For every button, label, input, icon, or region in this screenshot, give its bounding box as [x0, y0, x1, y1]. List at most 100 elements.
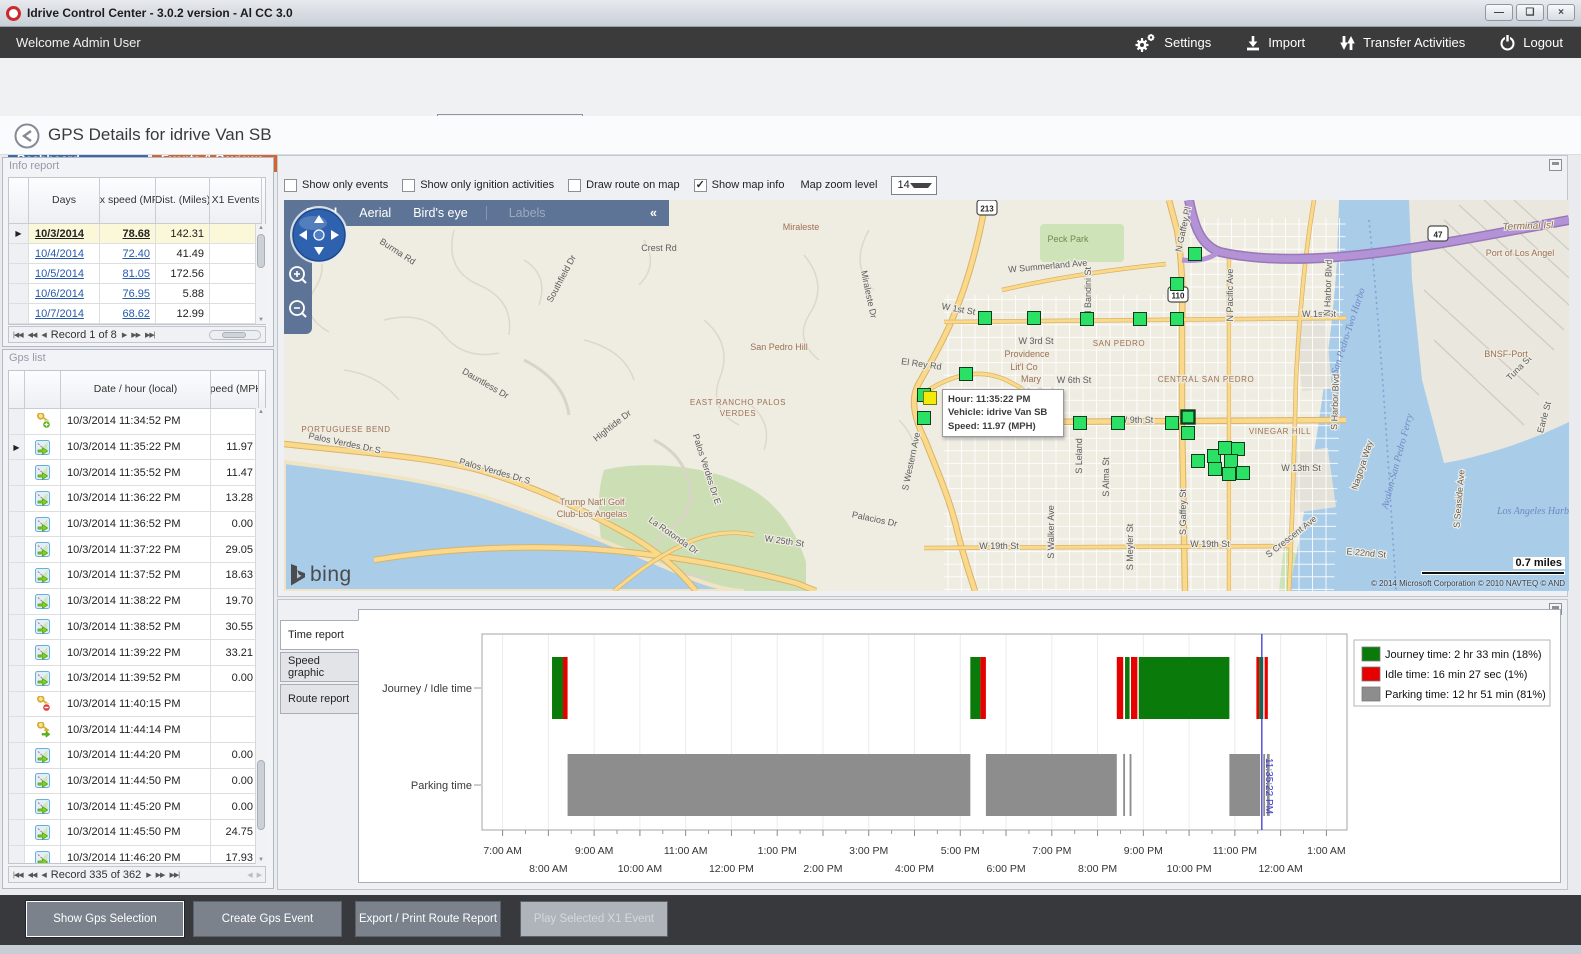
tab-speed-graphic[interactable]: Speed graphic	[280, 652, 359, 682]
checkbox-draw-route-on-map[interactable]: Draw route on map	[568, 178, 680, 192]
pager-first-button[interactable]: |◀◀	[13, 331, 24, 339]
day-link[interactable]: 10/6/2014	[35, 287, 84, 300]
create-gps-event-button[interactable]: Create Gps Event	[193, 901, 342, 937]
tab-route-report[interactable]: Route report	[280, 684, 359, 714]
pager-fast-prev-button[interactable]: ◀◀	[27, 871, 38, 879]
map-marker[interactable]	[1236, 466, 1250, 480]
map-marker-selected[interactable]	[923, 391, 937, 405]
info-report-row[interactable]: 10/5/2014 81.05 172.56	[9, 264, 265, 284]
checkbox-show-only-events[interactable]: Show only events	[284, 178, 388, 192]
pager-first-button[interactable]: |◀◀	[13, 871, 24, 879]
topbar-action-settings[interactable]: Settings	[1134, 33, 1211, 53]
checkbox-show-map-info[interactable]: ✓ Show map info	[693, 178, 784, 192]
map-marker[interactable]	[1188, 247, 1202, 261]
gps-list-row[interactable]: 10/3/2014 11:36:52 PM 0.00	[9, 511, 265, 538]
pan-up-icon[interactable]	[314, 215, 324, 223]
maximize-button[interactable]: ❑	[1516, 4, 1544, 21]
back-button[interactable]	[14, 123, 40, 149]
gps-list-row[interactable]: 10/3/2014 11:38:22 PM 19.70	[9, 588, 265, 615]
export-print-route-report-button[interactable]: Export / Print Route Report	[355, 901, 501, 937]
pager-prev-button[interactable]: ◀	[41, 331, 46, 339]
day-link[interactable]: 10/5/2014	[35, 267, 84, 280]
pager-last-button[interactable]: ▶▶|	[144, 331, 156, 339]
map-marker[interactable]	[1170, 277, 1184, 291]
gps-list-row[interactable]: 10/3/2014 11:44:50 PM 0.00	[9, 768, 265, 795]
map-marker[interactable]	[1181, 426, 1195, 440]
map-style-bird-s-eye[interactable]: Bird's eye	[413, 206, 468, 220]
map-marker[interactable]	[1180, 409, 1196, 425]
close-button[interactable]: ×	[1547, 4, 1575, 21]
gps-list-row[interactable]: 10/3/2014 11:37:22 PM 29.05	[9, 537, 265, 564]
topbar-action-transfer-activities[interactable]: Transfer Activities	[1339, 35, 1465, 51]
pager-prev-button[interactable]: ◀	[41, 871, 46, 879]
day-link[interactable]: 10/4/2014	[35, 247, 84, 260]
map-marker[interactable]	[1027, 311, 1041, 325]
map-marker[interactable]	[1231, 442, 1245, 456]
tab-time-report[interactable]: Time report	[280, 620, 359, 650]
pan-left-icon[interactable]	[299, 230, 307, 240]
gps-list-row[interactable]: 10/3/2014 11:44:14 PM	[9, 717, 265, 743]
gps-list-row[interactable]: 10/3/2014 11:39:22 PM 33.21	[9, 640, 265, 666]
map-style-aerial[interactable]: Aerial	[359, 206, 392, 220]
gps-list-vertical-scrollbar[interactable]: ▲ ▼	[255, 408, 266, 864]
topbar-action-logout[interactable]: Logout	[1499, 34, 1563, 51]
map-marker[interactable]	[1191, 454, 1205, 468]
pan-down-icon[interactable]	[314, 247, 324, 255]
map-style-labels[interactable]: Labels	[508, 206, 546, 220]
gps-list-row[interactable]: 10/3/2014 11:35:52 PM 11.47	[9, 460, 265, 487]
gps-list-row[interactable]: 10/3/2014 11:44:20 PM 0.00	[9, 742, 265, 769]
zoom-in-button[interactable]	[289, 266, 307, 284]
max-speed-link[interactable]: 68.62	[122, 307, 150, 320]
max-speed-link[interactable]: 78.68	[122, 227, 150, 240]
info-report-row[interactable]: ▶ 10/3/2014 78.68 142.31	[9, 224, 265, 244]
map-marker[interactable]	[1111, 416, 1125, 430]
gps-list-row[interactable]: 10/3/2014 11:34:52 PM	[9, 409, 265, 435]
map-marker[interactable]	[1208, 462, 1222, 476]
map-panel-collapse-icon[interactable]	[1549, 159, 1562, 171]
pager-scroll-right-button[interactable]: ▶	[256, 871, 262, 879]
gps-list-row[interactable]: 10/3/2014 11:37:52 PM 18.63	[9, 563, 265, 589]
map-marker[interactable]	[1224, 454, 1238, 468]
info-report-row[interactable]: 10/6/2014 76.95 5.88	[9, 284, 265, 304]
pager-next-button[interactable]: ▶	[121, 331, 127, 339]
map-marker[interactable]	[1133, 312, 1147, 326]
map-marker[interactable]	[917, 411, 931, 425]
max-speed-link[interactable]: 76.95	[122, 287, 150, 300]
pager-last-button[interactable]: ▶▶|	[169, 871, 180, 879]
gps-list-row[interactable]: 10/3/2014 11:45:50 PM 24.75	[9, 820, 265, 846]
map-marker[interactable]	[1218, 441, 1232, 455]
pager-scroll-left-button[interactable]: ◀	[247, 871, 252, 879]
pager-fast-next-button[interactable]: ▶▶	[155, 871, 166, 879]
max-speed-link[interactable]: 81.05	[122, 267, 150, 280]
info-report-row[interactable]: 10/7/2014 68.62 12.99	[9, 304, 265, 324]
gps-list-row[interactable]: 10/3/2014 11:46:20 PM 17.93	[9, 845, 265, 863]
map-marker[interactable]	[959, 367, 973, 381]
gps-list-row[interactable]: 10/3/2014 11:45:20 PM 0.00	[9, 794, 265, 820]
pager-next-button[interactable]: ▶	[146, 871, 151, 879]
gps-list-row[interactable]: 10/3/2014 11:38:52 PM 30.55	[9, 614, 265, 641]
show-gps-selection-button[interactable]: Show Gps Selection	[25, 900, 185, 938]
max-speed-link[interactable]: 72.40	[122, 247, 150, 260]
gps-list-row[interactable]: ▶ 10/3/2014 11:35:22 PM 11.97	[9, 434, 265, 461]
minimize-button[interactable]: —	[1485, 4, 1513, 21]
checkbox-box[interactable]	[284, 178, 297, 192]
checkbox-show-only-ignition-activities[interactable]: Show only ignition activities	[402, 178, 554, 192]
gps-list-row[interactable]: 10/3/2014 11:40:15 PM	[9, 691, 265, 718]
pager-fast-prev-button[interactable]: ◀◀	[27, 331, 38, 339]
map-marker[interactable]	[978, 311, 992, 325]
zoom-out-button[interactable]	[289, 300, 307, 318]
pager-h-scrollbar[interactable]	[209, 329, 261, 340]
checkbox-box[interactable]	[402, 178, 416, 192]
map-pan-control[interactable]	[287, 203, 351, 267]
gps-list-row[interactable]: 10/3/2014 11:36:22 PM 13.28	[9, 486, 265, 512]
checkbox-box[interactable]: ✓	[693, 178, 707, 192]
day-link[interactable]: 10/3/2014	[35, 227, 84, 240]
pager-fast-next-button[interactable]: ▶▶	[131, 331, 141, 339]
info-report-row[interactable]: 10/4/2014 72.40 41.49	[9, 244, 265, 264]
map-style-bar-collapse-button[interactable]: «	[650, 206, 657, 220]
info-report-vertical-scrollbar[interactable]: ▲ ▼	[255, 224, 266, 324]
map-zoom-level-select[interactable]: 14	[891, 175, 938, 195]
map-marker[interactable]	[1170, 312, 1184, 326]
map-marker[interactable]	[1222, 467, 1236, 481]
